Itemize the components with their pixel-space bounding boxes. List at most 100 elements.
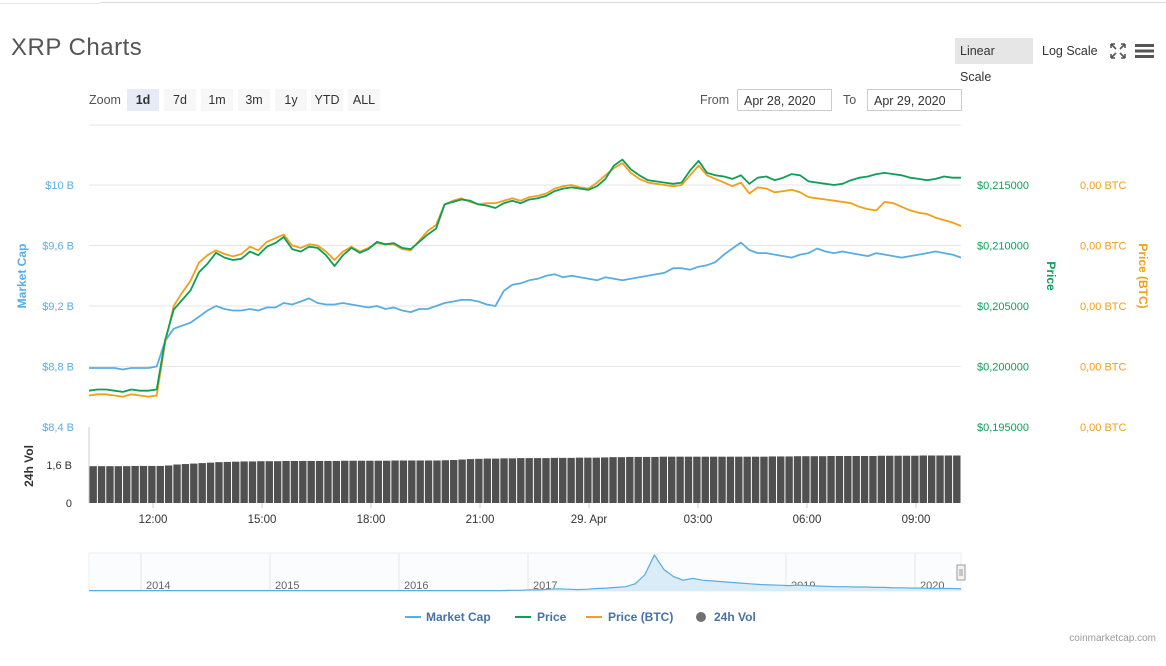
x-axis-tick: 21:00 [466, 514, 495, 526]
legend-volume-marker [696, 612, 706, 622]
volume-bar [718, 456, 726, 503]
volume-bar [366, 460, 374, 503]
volume-bar [835, 455, 844, 503]
volume-bar [106, 466, 114, 503]
volume-bar [441, 460, 450, 503]
zoom-ytd-button[interactable]: YTD [311, 89, 343, 111]
volume-bar [173, 464, 181, 503]
volume-bar [433, 460, 441, 503]
volume-bar [634, 456, 642, 503]
price-btc-tick: 0,00 BTC [1080, 422, 1127, 434]
price-btc-line [88, 162, 962, 398]
volume-bar [860, 455, 869, 503]
legend-price-btc: Price (BTC) [608, 610, 673, 624]
volume-bar [89, 466, 97, 503]
volume-bar [357, 460, 366, 503]
zoom-1d-button[interactable]: 1d [127, 89, 159, 111]
log-scale-button[interactable]: Log Scale [1042, 44, 1098, 58]
x-axis-tick: 29. Apr [571, 514, 608, 526]
zoom-1m-button[interactable]: 1m [201, 89, 233, 111]
volume-bar [609, 457, 617, 503]
price-btc-tick: 0,00 BTC [1080, 301, 1127, 313]
volume-bar [751, 456, 760, 503]
volume-bar [844, 455, 852, 503]
price-tick: $0,205000 [977, 301, 1029, 313]
volume-bar [600, 457, 609, 503]
volume-bar [592, 457, 600, 503]
legend-volume: 24h Vol [714, 610, 756, 624]
volume-bar [408, 460, 416, 503]
volume-bar [676, 456, 684, 503]
volume-bar [735, 456, 743, 503]
volume-bar [265, 461, 273, 503]
volume-bar [911, 455, 919, 503]
legend-market-cap: Market Cap [426, 610, 491, 624]
market-cap-tick: $10 B [45, 180, 74, 192]
volume-bar [391, 460, 399, 503]
volume-bar [190, 463, 198, 503]
linear-scale-button[interactable]: Linear Scale [955, 38, 1033, 84]
x-axis-tick: 15:00 [248, 514, 277, 526]
volume-bar [575, 457, 584, 503]
credit-link[interactable]: coinmarketcap.com [1069, 633, 1156, 644]
volume-bar [97, 466, 106, 503]
volume-bar [642, 456, 651, 503]
volume-bar [483, 458, 491, 503]
volume-bar [450, 460, 458, 503]
zoom-7d-button[interactable]: 7d [164, 89, 196, 111]
volume-bar [508, 458, 517, 503]
volume-bar [701, 456, 709, 503]
volume-bar [307, 460, 315, 503]
volume-bar [567, 457, 575, 503]
market-cap-line [89, 241, 962, 371]
to-date-input[interactable]: Apr 29, 2020 [867, 89, 962, 111]
market-cap-tick: $8,8 B [42, 362, 74, 374]
x-axis-tick: 12:00 [139, 514, 168, 526]
volume-bar [668, 456, 676, 503]
zoom-label: Zoom [89, 93, 121, 107]
from-date-input[interactable]: Apr 28, 2020 [737, 89, 832, 111]
price-btc-tick: 0,00 BTC [1080, 241, 1127, 253]
volume-bar [232, 461, 240, 503]
hamburger-menu-icon[interactable] [1135, 43, 1155, 59]
navigator-year-label: 2019 [791, 580, 815, 592]
volume-bar [869, 455, 877, 503]
volume-bar [181, 464, 190, 503]
volume-bar [902, 455, 911, 503]
price-btc-tick: 0,00 BTC [1080, 180, 1127, 192]
volume-bar [953, 455, 961, 503]
navigator-year-label: 2016 [404, 580, 428, 592]
volume-bar [131, 465, 139, 503]
market-cap-tick: $9,2 B [42, 301, 74, 313]
volume-bar [877, 455, 886, 503]
navigator-line [89, 553, 962, 592]
volume-bar [894, 455, 902, 503]
zoom-3m-button[interactable]: 3m [238, 89, 270, 111]
volume-bar [617, 457, 626, 503]
volume-bar [399, 460, 408, 503]
volume-bar [810, 456, 818, 503]
price-tick: $0,210000 [977, 241, 1029, 253]
x-axis-tick: 03:00 [684, 514, 713, 526]
volume-bar [709, 456, 718, 503]
volume-bar [215, 462, 223, 503]
zoom-all-button[interactable]: ALL [348, 89, 380, 111]
volume-bar [542, 458, 550, 503]
price-axis-title: Price [1044, 261, 1058, 291]
volume-bar [273, 461, 282, 503]
volume-bar [349, 460, 357, 503]
zoom-1y-button[interactable]: 1y [275, 89, 307, 111]
price-btc-tick: 0,00 BTC [1080, 362, 1127, 374]
volume-bar [693, 456, 701, 503]
volume-bar [550, 457, 559, 503]
volume-bar [416, 460, 424, 503]
fullscreen-icon[interactable] [1110, 43, 1126, 59]
volume-bar [466, 459, 475, 503]
volume-bar [282, 460, 290, 503]
volume-axis-title: 24h Vol [22, 445, 36, 487]
volume-bar [852, 455, 860, 503]
volume-bar [793, 456, 802, 503]
volume-bar [382, 460, 391, 503]
volume-bar [777, 456, 785, 503]
volume-bar [760, 456, 768, 503]
